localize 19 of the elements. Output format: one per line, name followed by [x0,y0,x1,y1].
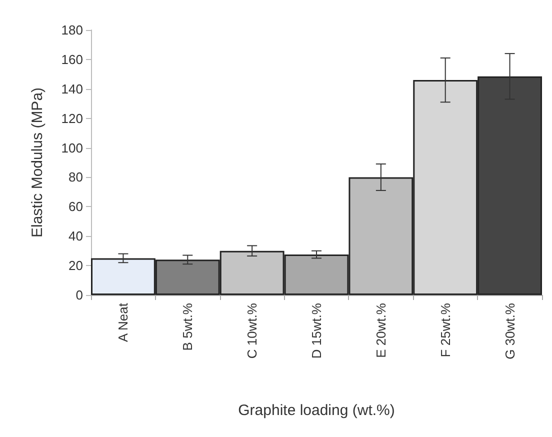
y-tick-label: 160 [61,52,83,67]
y-tick-label: 120 [61,110,83,126]
y-tick-label: 140 [61,81,83,96]
x-tick-label: F 25wt.% [438,302,453,358]
y-axis-title: Elastic Modulus (MPa) [29,87,46,238]
x-tick-label: C 10wt.% [244,302,260,359]
y-tick-label: 20 [68,258,83,274]
x-axis-title: Graphite loading (wt.%) [238,402,395,419]
y-tick-label: 180 [61,22,83,38]
y-tick-label: 40 [68,228,83,244]
y-tick-label: 80 [68,170,83,185]
y-tick-label: 0 [76,288,83,302]
x-tick-label: D 15wt.% [309,302,324,359]
y-tick-label: 100 [61,140,83,156]
x-tick-label: A Neat [116,302,131,342]
x-tick-label: G 30wt.% [502,302,518,360]
y-tick-label: 60 [68,199,83,214]
x-tick-label: B 5wt.% [180,302,196,351]
x-tick-label: E 20wt.% [373,302,388,358]
